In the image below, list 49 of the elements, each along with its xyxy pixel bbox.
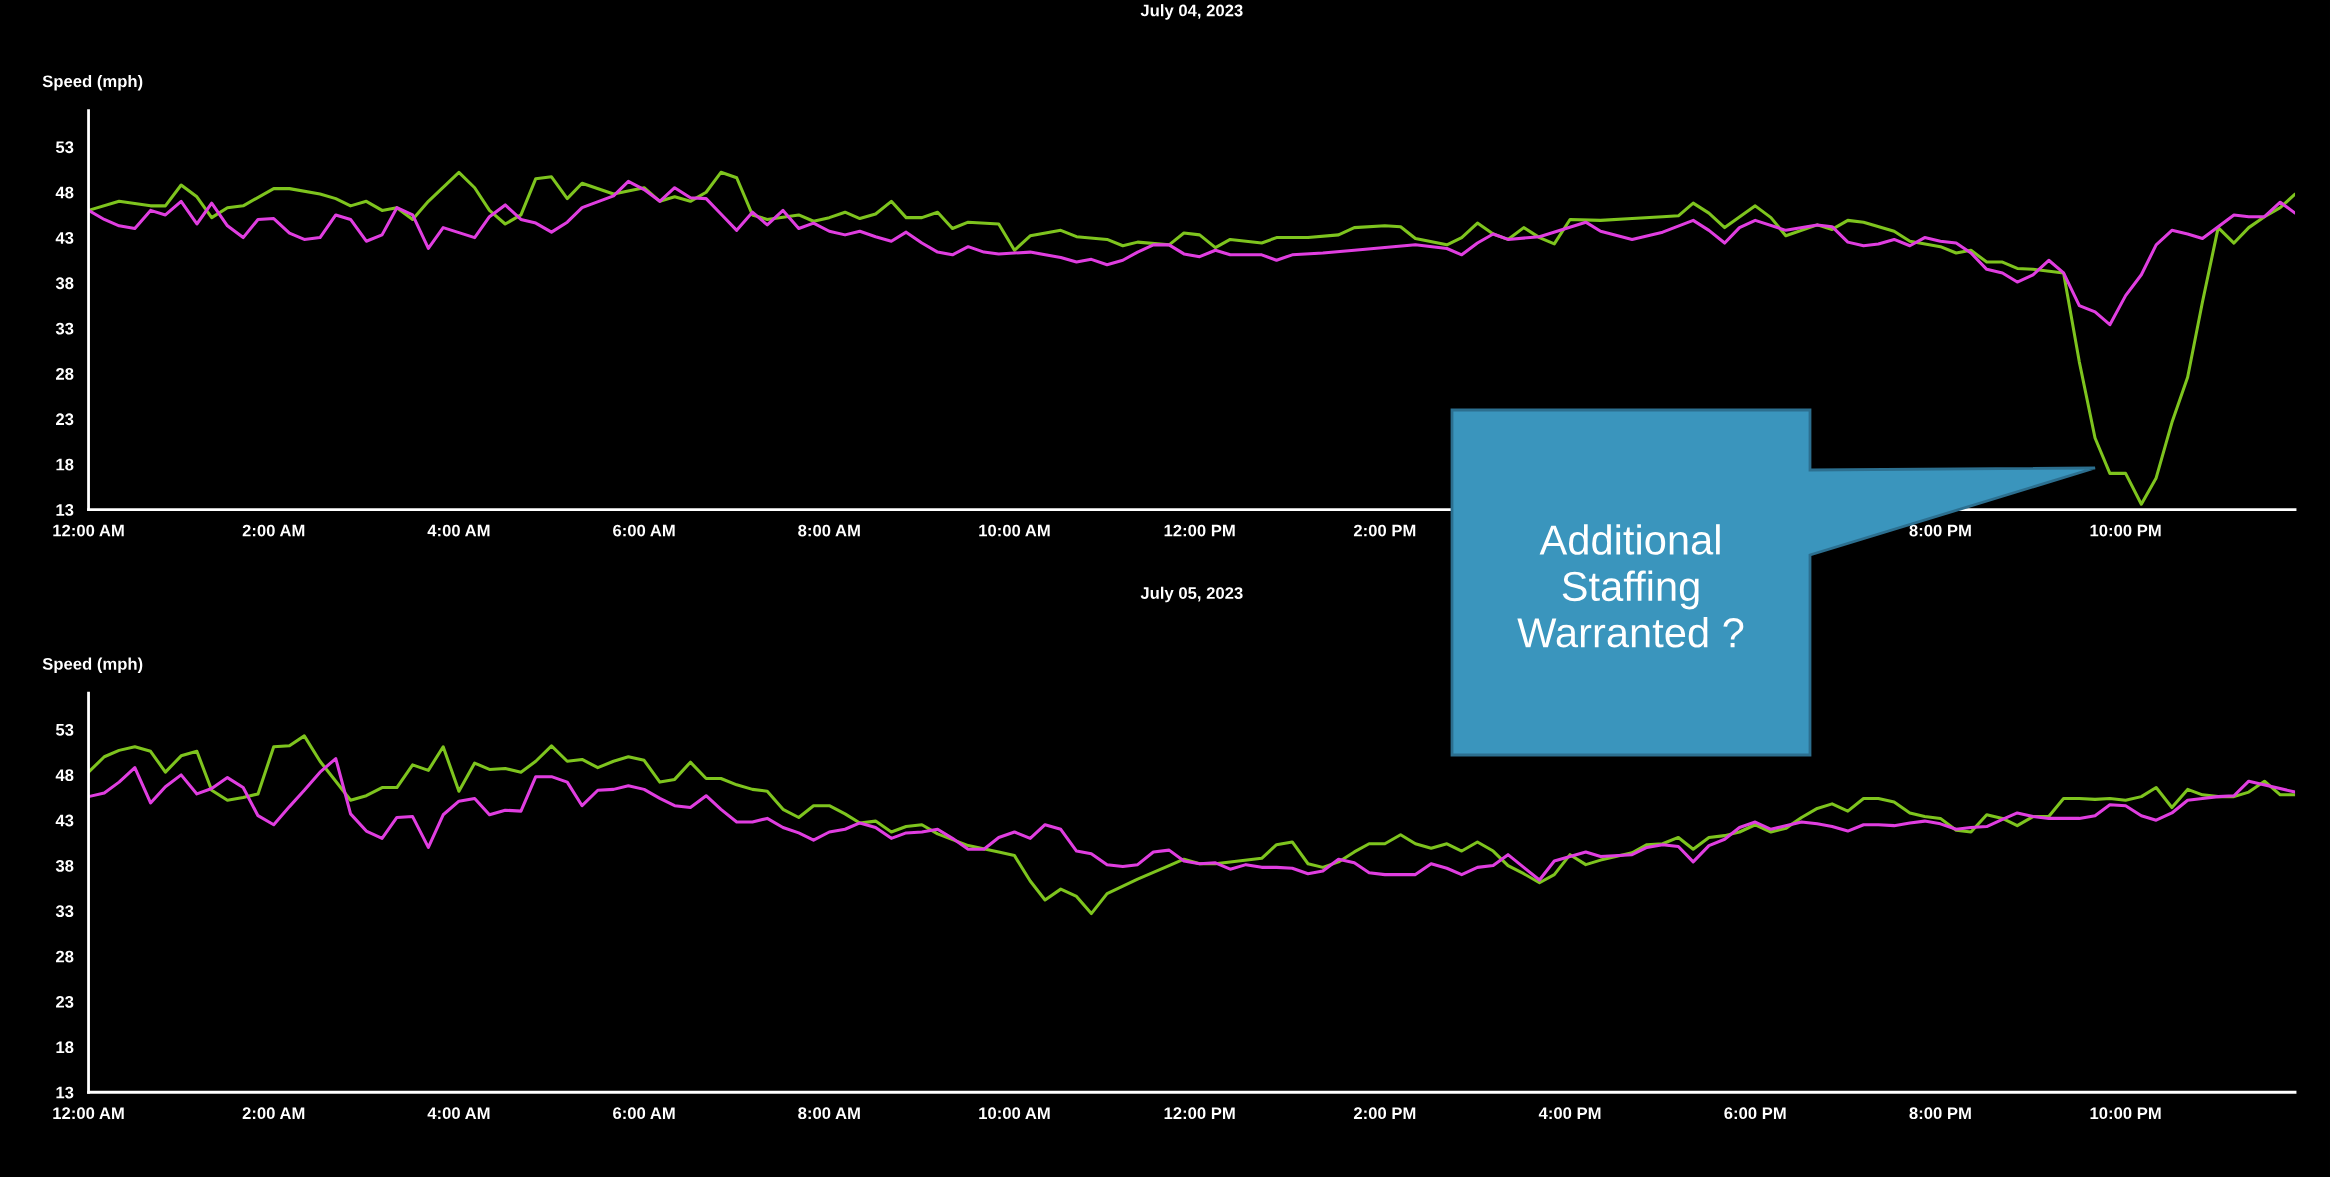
- line-series: [88, 757, 2296, 882]
- y-tick-label: 33: [55, 905, 74, 918]
- y-tick-label: 18: [56, 1041, 74, 1054]
- x-tick-label: 8:00 PM: [1909, 524, 1971, 537]
- x-tick-label: 8:00 PM: [1909, 1107, 1971, 1120]
- chart-title: July 04, 2023: [1140, 4, 1243, 20]
- y-tick-label: 38: [55, 859, 74, 872]
- y-tick-label: 28: [56, 368, 74, 380]
- x-tick-label: 2:00 AM: [242, 524, 305, 537]
- x-tick-label: 12:00 PM: [1164, 524, 1235, 537]
- x-tick-label: 8:00 AM: [798, 1107, 860, 1120]
- x-tick-label: 4:00 PM: [1538, 1107, 1601, 1120]
- y-tick-label: 48: [55, 186, 74, 199]
- y-tick-label: 23: [56, 413, 74, 426]
- y-tick-label: 23: [56, 995, 74, 1008]
- x-tick-label: 10:00 AM: [979, 1107, 1050, 1120]
- y-tick-label: 28: [56, 950, 74, 963]
- x-tick-label: 2:00 PM: [1353, 1107, 1416, 1120]
- x-tick-label: 2:00 PM: [1353, 524, 1416, 537]
- line-series: [88, 734, 2296, 916]
- x-tick-label: 12:00 AM: [53, 524, 124, 537]
- y-tick-label: 13: [56, 504, 74, 516]
- y-axis-title: Speed (mph): [42, 74, 143, 91]
- x-tick-label: 10:00 PM: [2090, 1107, 2161, 1120]
- chart-title: July 05, 2023: [1140, 586, 1243, 603]
- x-tick-label: 10:00 PM: [2090, 524, 2161, 537]
- line-series: [88, 179, 2296, 327]
- x-tick-label: 12:00 AM: [53, 1107, 124, 1120]
- y-tick-label: 33: [55, 322, 74, 335]
- y-tick-label: 18: [56, 458, 74, 471]
- x-tick-label: 4:00 AM: [427, 1107, 490, 1120]
- x-tick-label: 4:00 AM: [427, 524, 490, 537]
- x-tick-label: 10:00 AM: [979, 524, 1050, 537]
- y-tick-label: 53: [55, 723, 74, 736]
- y-tick-label: 13: [56, 1086, 74, 1099]
- y-axis-title: Speed (mph): [42, 657, 143, 674]
- text: Additional Staffing Warranted ?: [1517, 524, 1744, 648]
- line-series: [88, 170, 2296, 506]
- x-tick-label: 6:00 AM: [613, 1107, 675, 1120]
- y-tick-label: 48: [55, 769, 74, 782]
- x-tick-label: 6:00 PM: [1724, 1107, 1786, 1120]
- y-tick-label: 53: [55, 141, 74, 154]
- x-tick-label: 6:00 AM: [613, 524, 675, 537]
- y-tick-label: 38: [55, 277, 74, 290]
- y-tick-label: 43: [55, 814, 74, 827]
- x-tick-label: 8:00 AM: [798, 524, 860, 537]
- x-tick-label: 2:00 AM: [242, 1107, 305, 1120]
- y-tick-label: 43: [55, 231, 74, 244]
- x-tick-label: 12:00 PM: [1164, 1107, 1235, 1120]
